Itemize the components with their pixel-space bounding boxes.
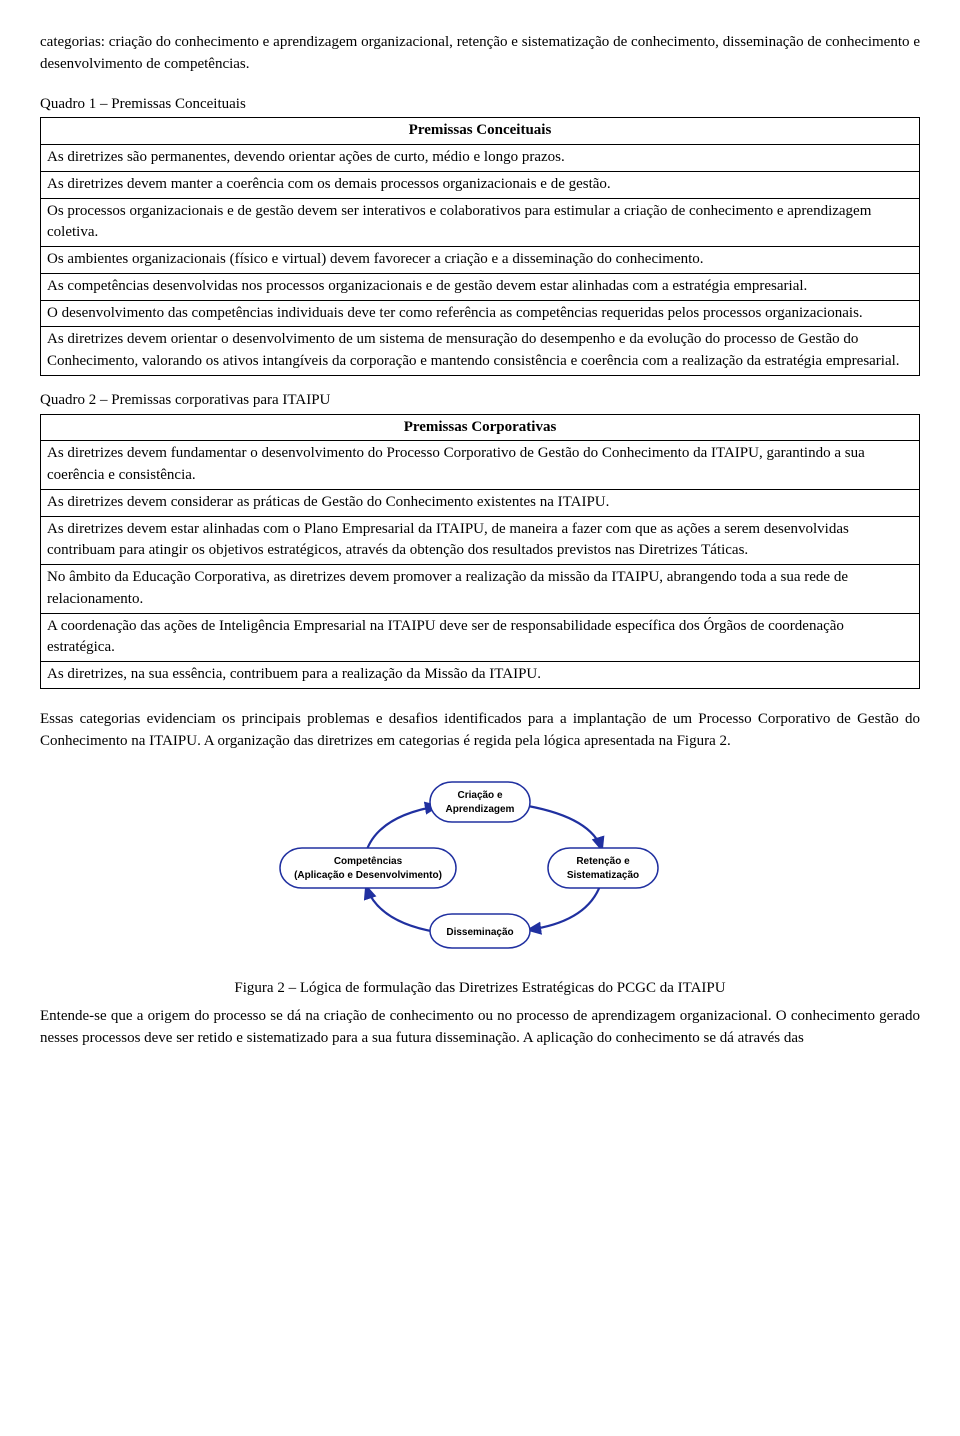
closing-paragraph: Entende-se que a origem do processo se d…	[40, 1006, 920, 1050]
table-row: As diretrizes devem considerar as prátic…	[41, 489, 920, 516]
mid-paragraph: Essas categorias evidenciam os principai…	[40, 709, 920, 753]
table-row: As diretrizes devem estar alinhadas com …	[41, 516, 920, 565]
table1: Premissas Conceituais As diretrizes são …	[40, 117, 920, 376]
table1-header: Premissas Conceituais	[41, 118, 920, 145]
table2-header: Premissas Corporativas	[41, 414, 920, 441]
node-left-line1: Competências	[334, 856, 403, 867]
node-top-line2: Aprendizagem	[446, 804, 515, 815]
intro-paragraph: categorias: criação do conhecimento e ap…	[40, 32, 920, 76]
table-row: O desenvolvimento das competências indiv…	[41, 300, 920, 327]
table-row: As diretrizes são permanentes, devendo o…	[41, 145, 920, 172]
table-row: As diretrizes, na sua essência, contribu…	[41, 662, 920, 689]
node-top-line1: Criação e	[457, 790, 502, 801]
table-row: Os ambientes organizacionais (físico e v…	[41, 247, 920, 274]
figure-caption: Figura 2 – Lógica de formulação das Dire…	[40, 978, 920, 1000]
table-row: As diretrizes devem manter a coerência c…	[41, 171, 920, 198]
node-right-line2: Sistematização	[567, 870, 639, 881]
cycle-diagram: Criação e Aprendizagem Competências (Apl…	[40, 770, 920, 970]
table2-caption: Quadro 2 – Premissas corporativas para I…	[40, 390, 920, 412]
table2: Premissas Corporativas As diretrizes dev…	[40, 414, 920, 689]
table-row: As diretrizes devem orientar o desenvolv…	[41, 327, 920, 376]
table-row: A coordenação das ações de Inteligência …	[41, 613, 920, 662]
table-row: No âmbito da Educação Corporativa, as di…	[41, 565, 920, 614]
node-left-line2: (Aplicação e Desenvolvimento)	[294, 870, 442, 881]
arrow-bottom-to-left	[366, 886, 436, 932]
table-row: As competências desenvolvidas nos proces…	[41, 273, 920, 300]
arrow-left-to-top	[366, 806, 438, 852]
table1-caption: Quadro 1 – Premissas Conceituais	[40, 94, 920, 116]
node-bottom-line1: Disseminação	[446, 927, 513, 938]
node-top	[430, 782, 530, 822]
table-row: As diretrizes devem fundamentar o desenv…	[41, 441, 920, 490]
table-row: Os processos organizacionais e de gestão…	[41, 198, 920, 247]
node-left	[280, 848, 456, 888]
node-right-line1: Retenção e	[576, 856, 630, 867]
arrow-top-to-right	[528, 806, 602, 850]
node-right	[548, 848, 658, 888]
arrow-right-to-bottom	[528, 886, 600, 930]
